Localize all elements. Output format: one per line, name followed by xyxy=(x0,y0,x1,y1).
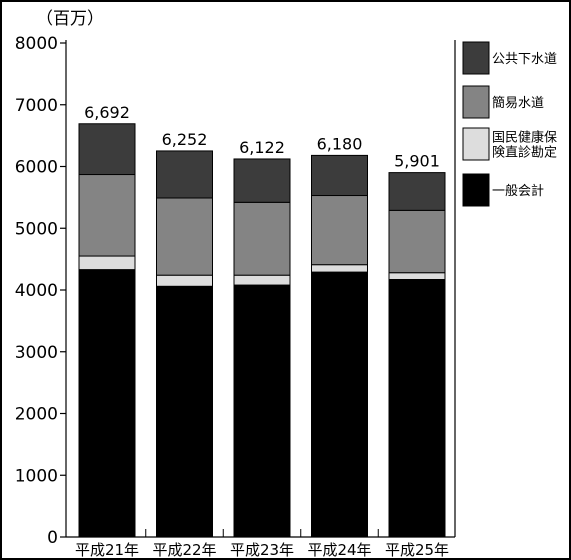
bar-segment xyxy=(388,172,446,211)
y-tick-label: 5000 xyxy=(15,219,58,239)
x-tick-label: 平成23年 xyxy=(230,541,294,559)
bar-segment xyxy=(311,271,368,538)
total-label: 5,901 xyxy=(394,152,440,171)
bar-segment xyxy=(156,150,213,199)
legend-label: 一般会計 xyxy=(492,183,544,199)
y-ticks: 0 1000 2000 3000 4000 5000 6000 7000 8000 xyxy=(15,34,66,548)
unit-label: （百万） xyxy=(36,9,104,29)
bar-segment xyxy=(233,201,291,276)
legend-swatch xyxy=(462,85,490,119)
bar-segment xyxy=(156,285,213,538)
total-label: 6,692 xyxy=(84,103,130,122)
x-labels: 平成21年 平成22年 平成23年 平成24年 平成25年 xyxy=(75,529,449,559)
bar-segment xyxy=(233,158,291,203)
legend-label: 簡易水道 xyxy=(492,96,544,111)
y-tick-label: 0 xyxy=(47,528,58,548)
x-tick-label: 平成25年 xyxy=(385,541,449,559)
legend-label: 険直診勘定 xyxy=(492,145,557,161)
bar-segment xyxy=(156,197,213,276)
legend-swatch xyxy=(462,41,490,75)
total-label: 6,180 xyxy=(317,134,363,153)
bar-segment xyxy=(311,154,368,197)
y-tick-label: 1000 xyxy=(15,466,58,486)
y-tick-label: 3000 xyxy=(15,343,58,363)
bar-segment xyxy=(233,284,291,538)
bar-segment xyxy=(78,123,136,176)
totals: 6,692 6,252 6,122 6,180 5,901 xyxy=(84,103,440,171)
bar-segment xyxy=(388,272,446,281)
bars xyxy=(78,123,446,538)
bar-segment xyxy=(388,209,446,274)
x-tick-label: 平成21年 xyxy=(75,541,139,559)
bar-segment xyxy=(311,195,368,266)
bar-segment xyxy=(78,269,136,538)
y-tick-label: 4000 xyxy=(15,281,58,301)
bar-segment xyxy=(78,174,136,257)
y-tick-label: 8000 xyxy=(15,34,58,54)
total-label: 6,122 xyxy=(239,138,285,157)
legend-swatch xyxy=(462,173,490,207)
y-tick-label: 2000 xyxy=(15,405,58,425)
x-tick-label: 平成22年 xyxy=(152,541,216,559)
x-tick-label: 平成24年 xyxy=(307,541,371,559)
bar-segment xyxy=(388,279,446,538)
bar-segment xyxy=(78,255,136,271)
total-label: 6,252 xyxy=(162,130,208,149)
bar-segment xyxy=(156,274,213,287)
legend-swatch xyxy=(462,127,490,161)
legend-label: 国民健康保 xyxy=(492,130,557,146)
y-tick-label: 6000 xyxy=(15,158,58,178)
bar-segment xyxy=(233,274,291,286)
legend-label: 公共下水道 xyxy=(492,52,557,67)
bar-segment xyxy=(311,264,368,273)
y-tick-label: 7000 xyxy=(15,96,58,116)
